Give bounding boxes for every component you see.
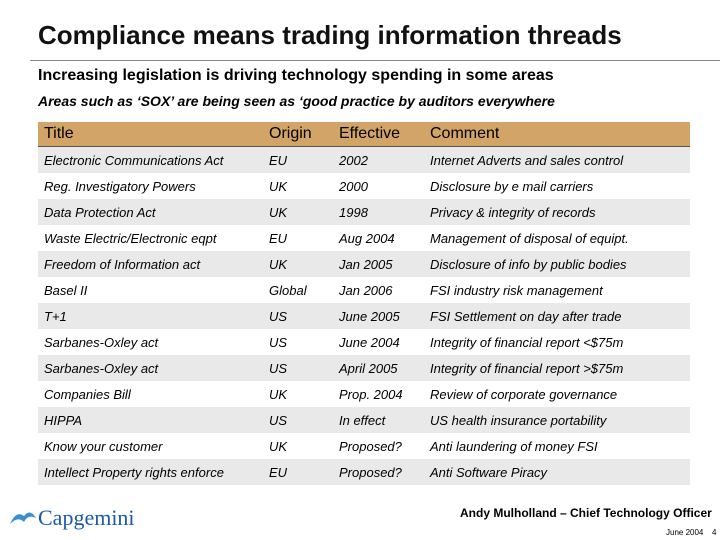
table-row: Waste Electric/Electronic eqpt EU Aug 2004… [38, 225, 690, 251]
table-cell: Sarbanes-Oxley act [44, 334, 159, 350]
table-cell: EU [263, 459, 333, 485]
table: Title Origin Effective Comment Electronic C… [38, 122, 690, 485]
table-row: Reg. Investigatory Powers UK 2000 Disclosur… [38, 173, 690, 199]
table-cell: In effect [333, 407, 424, 433]
table-cell: Disclosure by e mail carriers [430, 178, 594, 194]
table-cell: June 2005 [333, 303, 424, 329]
table-cell: Global [269, 282, 307, 298]
table-cell: Basel II [44, 282, 88, 298]
table-cell: Internet Adverts and sales control [424, 146, 690, 173]
table-cell: US [263, 355, 333, 381]
header-row: Title Origin Effective Comment [38, 122, 690, 147]
table-row: Basel II Global Jan 2006 FSI industry risk … [38, 277, 690, 303]
table-cell: 1998 [333, 199, 424, 225]
table-cell: Reg. Investigatory Powers [44, 178, 196, 194]
table-cell: Integrity of financial report <$75m [430, 334, 624, 350]
table-cell: Freedom of Information act [38, 251, 263, 277]
author: Andy Mulholland – Chief Technology Offic… [460, 506, 712, 520]
table-cell: Proposed? [333, 459, 424, 485]
table-row: Electronic Communications Act EU 2002 Inter… [38, 146, 690, 173]
table-cell: Electronic Communications Act [38, 146, 263, 173]
table-cell: EU [263, 146, 333, 173]
table-cell: UK [269, 386, 288, 402]
column-header: Effective [333, 122, 424, 147]
table-cell: HIPPA [38, 407, 263, 433]
table-row: Intellect Property rights enforce EU Propo… [38, 459, 690, 485]
table-cell: Aug 2004 [339, 230, 395, 246]
table-cell: T+1 [38, 303, 263, 329]
table-row: Sarbanes-Oxley act US April 2005 Integrity … [38, 355, 690, 381]
page-number: 4 [712, 528, 717, 537]
column-header: Comment [424, 122, 690, 147]
table-cell: Waste Electric/Electronic eqpt [44, 230, 217, 246]
table-cell: Anti laundering of money FSI [430, 438, 598, 454]
table-cell: April 2005 [333, 355, 424, 381]
table-row: Know your customer UK Proposed? Anti launde… [38, 433, 690, 459]
table-row: Data Protection Act UK 1998 Privacy & integ… [38, 199, 690, 225]
table-cell: Management of disposal of equipt. [430, 230, 629, 246]
table-cell: Integrity of financial report >$75m [424, 355, 690, 381]
table-cell: Jan 2006 [339, 282, 393, 298]
table-cell: 2000 [339, 178, 368, 194]
table-cell: US [269, 334, 288, 350]
table-body: Electronic Communications Act EU 2002 Inter… [38, 146, 690, 485]
title: Compliance means trading information thr… [38, 20, 622, 50]
table-cell: Proposed? [339, 438, 402, 454]
table-row: Sarbanes-Oxley act US June 2004 Integrity o… [38, 329, 690, 355]
table-cell: EU [269, 230, 288, 246]
table-cell: US [263, 303, 333, 329]
table-cell: 2002 [333, 146, 424, 173]
table-cell: Sarbanes-Oxley act [38, 355, 263, 381]
table-cell: US [263, 407, 333, 433]
table-cell: June 2004 [339, 334, 400, 350]
subtitle: Increasing legislation is driving techno… [38, 67, 554, 84]
table-cell: UK [263, 251, 333, 277]
table-row: HIPPA US In effect US health insurance port… [38, 407, 690, 433]
date: June 2004 [666, 528, 704, 537]
table-cell: Know your customer [44, 438, 163, 454]
table-cell: Privacy & integrity of records [424, 199, 690, 225]
table-cell: FSI industry risk management [430, 282, 603, 298]
column-header: Title [38, 122, 263, 147]
table-cell: Data Protection Act [38, 199, 263, 225]
table-cell: US health insurance portability [424, 407, 690, 433]
table-row: Companies Bill UK Prop. 2004 Review of corp… [38, 381, 690, 407]
table-cell: UK [263, 199, 333, 225]
table-cell: FSI Settlement on day after trade [424, 303, 690, 329]
table-cell: UK [269, 438, 288, 454]
table-cell: UK [269, 178, 288, 194]
title-rule [30, 60, 720, 61]
table-row: T+1 US June 2005 FSI Settlement on day afte… [38, 303, 690, 329]
table-cell: Anti Software Piracy [424, 459, 690, 485]
table-cell: Intellect Property rights enforce [38, 459, 263, 485]
table-cell: Companies Bill [44, 386, 131, 402]
column-header: Origin [263, 122, 333, 147]
table-row: Freedom of Information act UK Jan 2005 Disc… [38, 251, 690, 277]
logo: Capgemini [38, 505, 135, 530]
note: Areas such as ‘SOX’ are being seen as ‘g… [38, 93, 555, 109]
table-cell: Disclosure of info by public bodies [424, 251, 690, 277]
table-cell: Review of corporate governance [430, 386, 618, 402]
table-cell: Prop. 2004 [339, 386, 403, 402]
table-cell: Jan 2005 [333, 251, 424, 277]
logo-icon [10, 512, 36, 524]
